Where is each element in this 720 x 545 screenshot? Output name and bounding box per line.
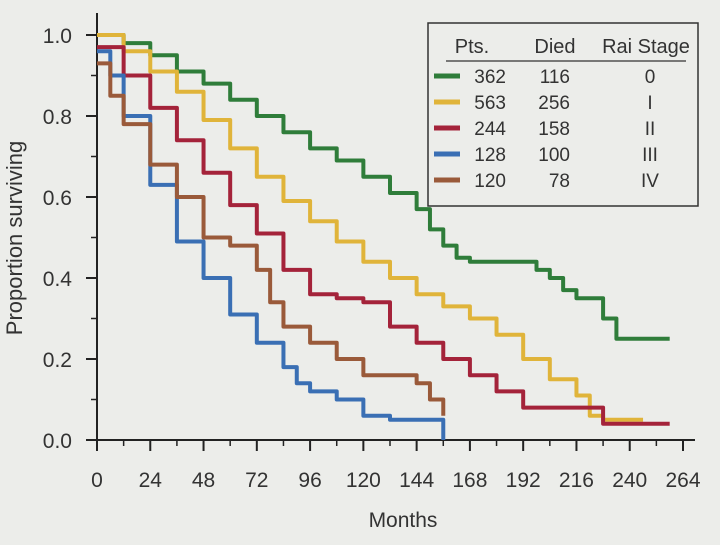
y-tick-label: 0.6 [43, 187, 72, 210]
legend-died: 78 [549, 171, 570, 192]
tick-marks [86, 34, 684, 451]
y-tick-label: 1.0 [43, 25, 72, 48]
x-tick-label: 264 [665, 469, 700, 492]
series-lines [97, 33, 670, 440]
x-tick-label: 72 [245, 469, 268, 492]
x-tick-label: 0 [91, 469, 103, 492]
x-tick-label: 120 [346, 469, 381, 492]
tick-labels: 0 24 48 72 96 120 144 168 192 216 240 264 0.0 0.2 0.4 0… [43, 25, 701, 492]
legend-header-died: Died [534, 36, 575, 58]
x-tick-label: 48 [192, 469, 215, 492]
x-tick-label: 168 [452, 469, 487, 492]
legend-stage: III [642, 145, 658, 166]
legend: Pts. Died Rai Stage 362 116 0 563 256 I 244 158… [427, 22, 699, 207]
legend-header-pts: Pts. [455, 36, 489, 58]
legend-died: 256 [538, 93, 570, 114]
y-tick-label: 0.8 [43, 106, 72, 129]
series-line-1 [97, 33, 644, 422]
x-tick-label: 144 [399, 469, 434, 492]
legend-pts: 128 [474, 145, 506, 166]
series-line-0 [97, 33, 670, 341]
series-line-4 [97, 61, 446, 416]
series-line-3 [97, 49, 446, 440]
axes [96, 13, 695, 441]
y-axis-label: Proportion surviving [2, 141, 27, 335]
x-axis-label: Months [369, 509, 438, 532]
y-tick-label: 0.2 [43, 349, 72, 372]
legend-header-stage: Rai Stage [602, 36, 690, 58]
x-tick-label: 24 [139, 469, 163, 492]
legend-stage: I [647, 93, 652, 114]
x-tick-label: 216 [559, 469, 594, 492]
legend-pts: 362 [474, 67, 506, 88]
legend-stage: IV [641, 171, 659, 192]
y-tick-label: 0.0 [43, 430, 72, 453]
x-tick-label: 192 [506, 469, 541, 492]
y-tick-label: 0.4 [43, 268, 73, 291]
legend-rows: 362 116 0 563 256 I 244 158 II 128 100 III 120 78 IV [434, 67, 659, 192]
legend-box [427, 22, 699, 207]
legend-died: 116 [540, 67, 570, 88]
x-tick-label: 240 [612, 469, 647, 492]
x-tick-label: 96 [298, 469, 321, 492]
legend-pts: 563 [474, 93, 506, 114]
legend-died: 100 [538, 145, 570, 166]
legend-stage: II [645, 119, 656, 140]
series-line-2 [97, 45, 670, 426]
legend-pts: 244 [474, 119, 506, 140]
legend-pts: 120 [474, 171, 506, 192]
legend-stage: 0 [645, 67, 656, 88]
legend-died: 158 [538, 119, 570, 140]
